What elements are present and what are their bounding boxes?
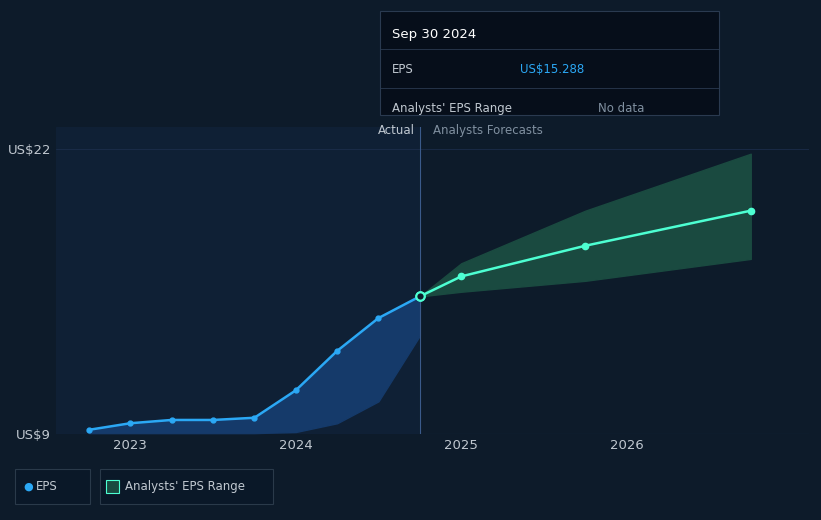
- Text: EPS: EPS: [36, 480, 57, 493]
- Text: Sep 30 2024: Sep 30 2024: [392, 28, 476, 42]
- Text: EPS: EPS: [392, 63, 413, 76]
- Text: No data: No data: [598, 102, 644, 115]
- Text: Actual: Actual: [378, 124, 415, 137]
- Bar: [56, 127, 420, 434]
- Text: ●: ●: [23, 482, 33, 492]
- Text: Analysts Forecasts: Analysts Forecasts: [433, 124, 543, 137]
- Text: Analysts' EPS Range: Analysts' EPS Range: [125, 480, 245, 493]
- Text: US$15.288: US$15.288: [520, 63, 584, 76]
- Text: Analysts' EPS Range: Analysts' EPS Range: [392, 102, 511, 115]
- Bar: [420, 127, 809, 434]
